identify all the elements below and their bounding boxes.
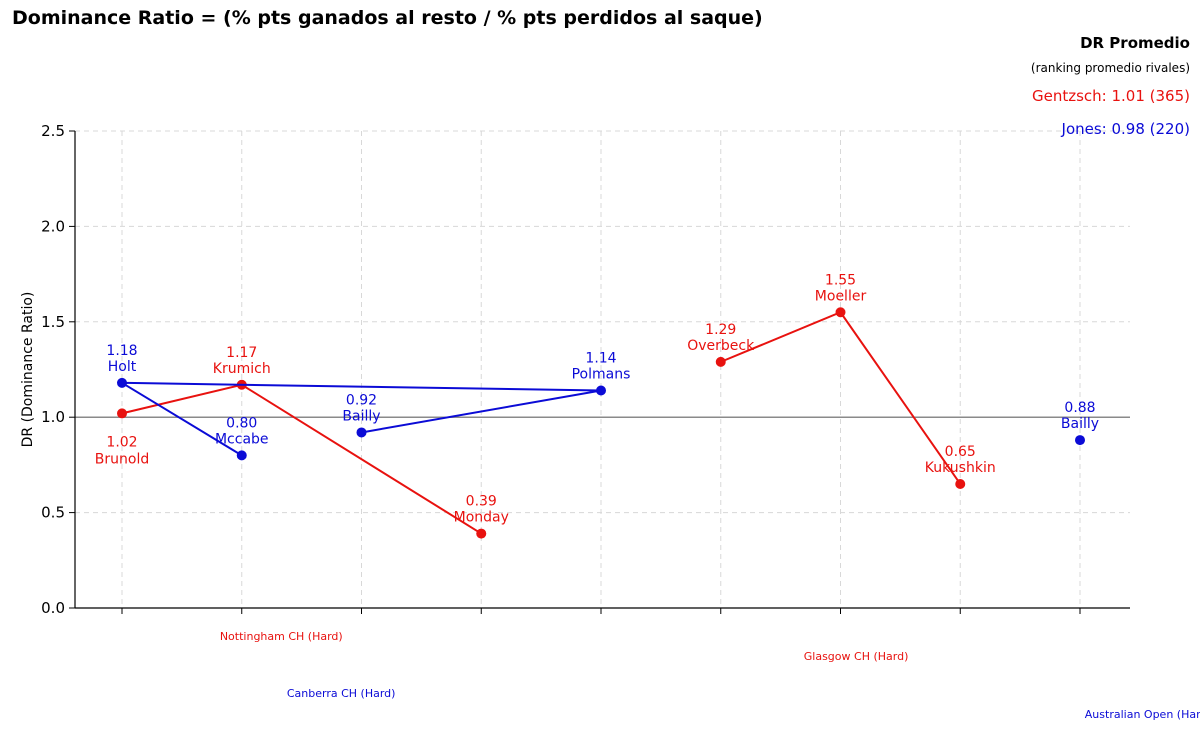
value-label: 0.39: [466, 494, 497, 510]
value-label: 1.18: [106, 343, 137, 359]
opponent-label: Mccabe: [215, 431, 269, 447]
data-point: [596, 385, 606, 396]
opponent-label: Polmans: [572, 366, 631, 382]
legend: DR Promedio (ranking promedio rivales) G…: [1031, 34, 1190, 138]
opponent-label: Bailly: [1061, 416, 1099, 432]
tournament-label: Australian Open (Hard): [1085, 708, 1200, 721]
data-point: [835, 307, 846, 318]
tournament-label: Nottingham CH (Hard): [220, 630, 343, 643]
value-label: 0.92: [346, 392, 377, 408]
series-line-1: [118, 381, 602, 457]
value-label: 1.02: [106, 434, 137, 450]
data-point: [476, 528, 487, 539]
opponent-label: Bailly: [342, 408, 380, 424]
opponent-label: Kukushkin: [925, 460, 996, 476]
y-tick-label: 0.0: [41, 599, 65, 617]
opponent-label: Overbeck: [687, 338, 755, 354]
value-label: 0.88: [1064, 400, 1095, 416]
tournament-labels: Nottingham CH (Hard) Canberra CH (Hard) Gl…: [220, 630, 1200, 721]
opponent-label: Krumich: [213, 361, 271, 377]
y-tick-label: 2.0: [41, 217, 65, 235]
data-point: [117, 377, 127, 388]
opponent-label: Moeller: [815, 288, 867, 304]
data-point: [715, 356, 726, 367]
value-label: 0.65: [945, 444, 976, 460]
value-label: 1.55: [825, 272, 856, 288]
series: [117, 307, 1085, 539]
value-label: 1.17: [226, 345, 257, 361]
opponent-label: Monday: [454, 510, 509, 526]
y-tick-label: 1.0: [41, 408, 65, 426]
legend-title: DR Promedio: [1080, 34, 1190, 52]
data-point: [955, 478, 966, 489]
value-label: 0.80: [226, 415, 257, 431]
data-point: [117, 408, 127, 419]
data-point: [1075, 435, 1085, 446]
value-label: 1.14: [585, 350, 616, 366]
opponent-label: Holt: [108, 359, 137, 375]
axes: 0.0 0.5 1.0 1.5 2.0 2.5: [41, 122, 1130, 617]
y-tick-label: 2.5: [41, 122, 65, 140]
chart-title: Dominance Ratio = (% pts ganados al rest…: [12, 7, 763, 29]
tournament-label: Canberra CH (Hard): [287, 687, 396, 700]
legend-entry-jones: Jones: 0.98 (220): [1061, 120, 1190, 138]
y-tick-label: 0.5: [41, 504, 65, 522]
value-label: 1.29: [705, 322, 736, 338]
legend-entry-gentzsch: Gentzsch: 1.01 (365): [1032, 87, 1190, 105]
y-axis-label: DR (Dominance Ratio): [20, 292, 36, 448]
series-line-0: [121, 383, 482, 535]
legend-subtitle: (ranking promedio rivales): [1031, 61, 1190, 75]
opponent-label: Brunold: [95, 451, 149, 467]
data-point: [236, 450, 247, 461]
data-point: [356, 427, 367, 438]
tournament-label: Glasgow CH (Hard): [804, 650, 909, 663]
y-tick-label: 1.5: [41, 313, 65, 331]
